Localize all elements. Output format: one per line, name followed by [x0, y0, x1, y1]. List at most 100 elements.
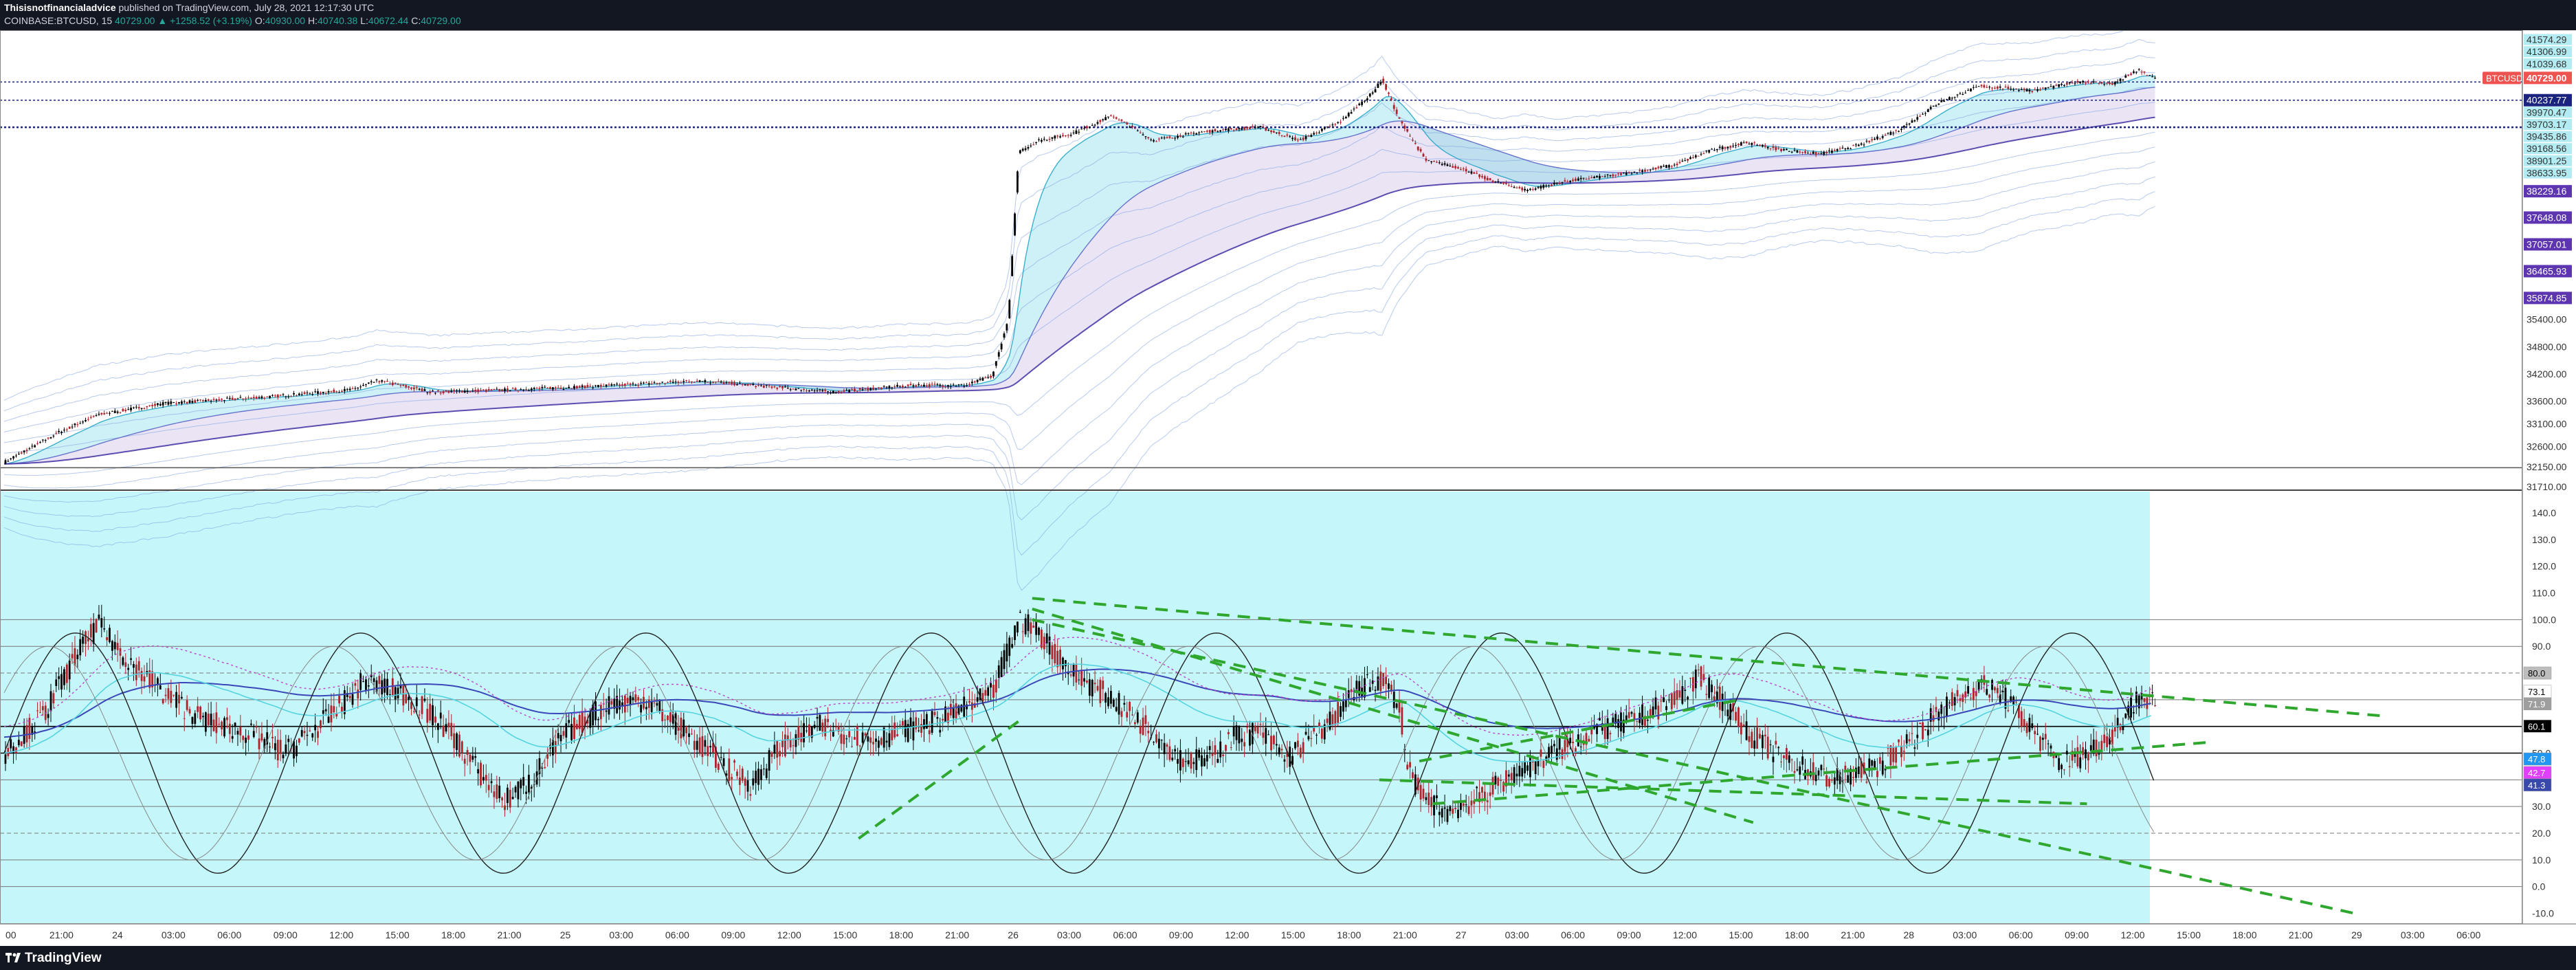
osc-candle-body: [2092, 739, 2095, 754]
osc-candle-body: [41, 706, 44, 711]
candle-body: [397, 384, 399, 385]
osc-candle-body: [1208, 746, 1211, 751]
candle-body: [1291, 137, 1294, 140]
cycle-wave: [3, 632, 2155, 874]
osc-candle-body: [47, 714, 49, 718]
time-scale[interactable]: 00 21:00 24 03:00 06:00 09:00 12:00 15:00 18:00 2…: [0, 923, 2576, 940]
candle-body: [1064, 135, 1067, 137]
osc-candle-body: [341, 706, 343, 713]
candle-body: [2012, 89, 2015, 91]
candle-body: [103, 412, 106, 415]
candle-body: [1032, 144, 1035, 146]
osc-candle-body: [858, 745, 861, 747]
osc-candle-body: [335, 713, 338, 717]
candle-body: [322, 391, 324, 393]
candle-body: [373, 382, 375, 383]
envelope-bands: [3, 30, 2155, 591]
candle-body: [74, 423, 76, 426]
candle-body: [493, 389, 496, 390]
candle-body: [1617, 173, 1620, 175]
candle-body: [247, 397, 249, 399]
price-tick-label: 38633.95: [2527, 167, 2567, 178]
osc-candle-body: [610, 701, 613, 705]
candle-body: [1062, 135, 1064, 137]
oscillator-trendlines[interactable]: [858, 597, 2381, 915]
price-tag-bg: [2524, 291, 2572, 305]
osc-candle-body: [1895, 747, 1898, 763]
candle-body: [1088, 126, 1091, 128]
osc-candle-body: [1793, 771, 1796, 773]
candle-body: [1657, 166, 1660, 168]
osc-candle-body: [1342, 701, 1344, 712]
candle-body: [1441, 164, 1443, 166]
oscillator-scale[interactable]: 140.0130.0120.0110.0100.090.080.070.060.…: [2523, 507, 2556, 918]
brand-logo[interactable]: TradingView: [5, 951, 102, 966]
osc-candle-body: [1678, 690, 1681, 698]
osc-candle-body: [1465, 804, 1467, 806]
candle-body: [60, 431, 63, 433]
candle-body: [1307, 135, 1310, 137]
candle-body: [130, 408, 132, 410]
candle-body: [784, 386, 786, 388]
osc-candle-body: [1139, 726, 1142, 734]
osc-candle-body: [781, 740, 784, 747]
candle-body: [1790, 151, 1793, 153]
candle-body: [693, 382, 696, 383]
price-tick-label: 37057.01: [2527, 239, 2567, 250]
candle-body: [586, 385, 589, 388]
osc-candle-body: [2065, 751, 2068, 755]
osc-candle-body: [1304, 731, 1307, 735]
candle-body: [1086, 126, 1088, 129]
price-tick-label: 41306.99: [2527, 46, 2567, 57]
candle-body: [707, 382, 709, 383]
candle-body: [36, 443, 38, 444]
candle-body: [776, 387, 779, 389]
candle-body: [1697, 155, 1700, 157]
osc-candle-body: [1470, 800, 1473, 806]
candle-body: [1008, 300, 1011, 318]
candle-body: [1724, 147, 1726, 148]
osc-candle-body: [575, 724, 578, 729]
osc-candle-body: [597, 718, 599, 720]
candle-body: [813, 390, 816, 391]
time-tick-label: 21:00: [945, 929, 969, 940]
osc-candle-body: [1118, 693, 1120, 715]
candle-body: [1187, 133, 1190, 134]
price-tick-label: 32600.00: [2527, 441, 2567, 452]
osc-candle-body: [1953, 697, 1956, 706]
osc-candle-body: [194, 713, 197, 725]
osc-candle-body: [493, 791, 496, 797]
candle-body: [348, 388, 351, 390]
candle-body: [645, 382, 647, 384]
candle-body: [528, 390, 530, 391]
candle-body: [1502, 182, 1504, 184]
osc-candle-body: [949, 703, 952, 716]
symbol-line: COINBASE:BTCUSD, 15 40729.00 ▲ +1258.52 …: [4, 15, 461, 26]
candle-body: [1342, 118, 1344, 119]
osc-candle-body: [1388, 683, 1390, 690]
osc-candle-body: [704, 740, 707, 747]
candle-body: [4, 460, 7, 464]
candle-body: [1599, 175, 1601, 179]
trendline: [858, 720, 1020, 840]
osc-candle-body: [992, 685, 995, 698]
osc-candle-body: [1045, 633, 1048, 643]
chart-area[interactable]: 41574.2941306.9941039.6840729.0040237.77…: [0, 30, 2576, 946]
osc-candle-body: [2127, 705, 2130, 716]
candle-body: [949, 386, 952, 387]
candle-body: [1718, 146, 1721, 148]
author-name[interactable]: Thisisnotfinancialadvice: [4, 2, 116, 13]
osc-candle-body: [1433, 795, 1435, 816]
osc-candle-body: [1038, 627, 1040, 635]
osc-candle-body: [2087, 753, 2089, 761]
osc-candle-body: [599, 705, 602, 720]
osc-candle-body: [698, 737, 701, 753]
candle-body: [570, 388, 573, 390]
candle-body: [143, 408, 146, 409]
osc-candle-body: [1273, 735, 1275, 745]
osc-candle-body: [717, 763, 720, 770]
candle-body: [1564, 180, 1566, 182]
candle-body: [1601, 176, 1603, 177]
symbol-name[interactable]: COINBASE:BTCUSD, 15: [4, 15, 113, 26]
osc-candle-body: [517, 781, 520, 800]
